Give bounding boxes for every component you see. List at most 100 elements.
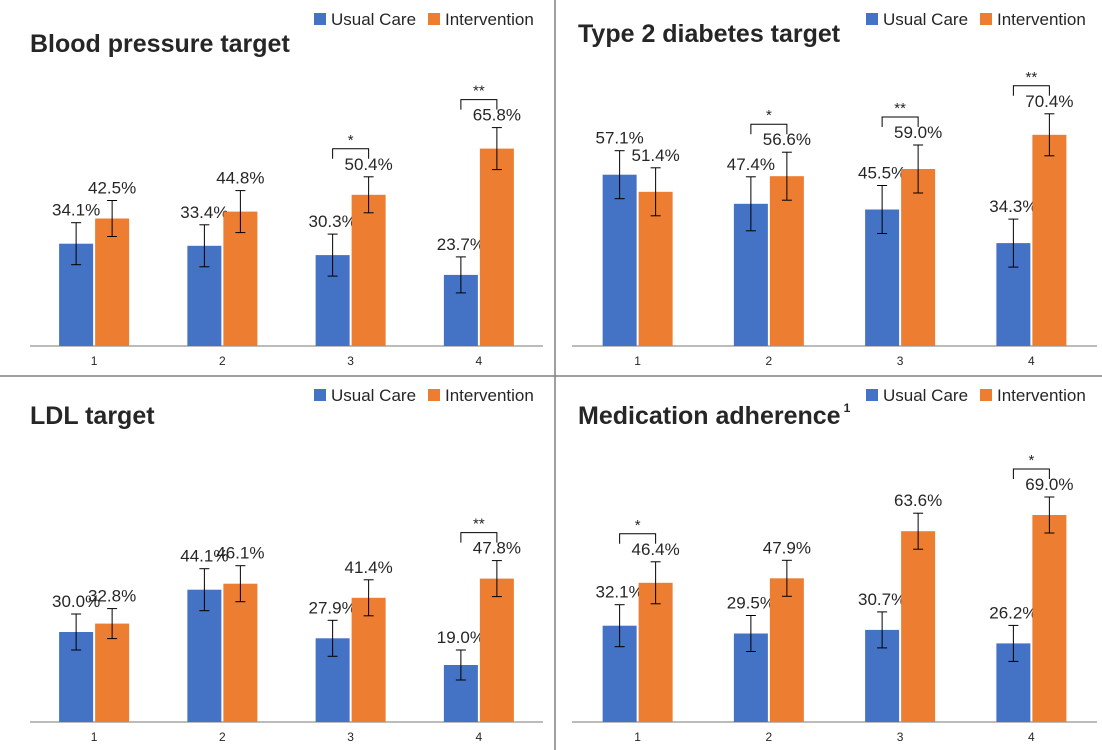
legend: Usual Care Intervention: [866, 386, 1086, 405]
data-label-usual-care: 27.9%: [309, 598, 357, 617]
bar-intervention: [223, 583, 258, 722]
x-tick-label: 2: [766, 354, 773, 368]
bar-intervention: [95, 218, 130, 346]
data-label-intervention: 59.0%: [894, 123, 942, 142]
data-label-intervention: 63.6%: [894, 491, 942, 510]
significance-marker: *: [635, 517, 641, 534]
significance-bracket: [460, 532, 498, 543]
significance-marker: **: [894, 100, 906, 117]
data-label-usual-care: 26.2%: [989, 603, 1037, 622]
bar-intervention: [1032, 134, 1067, 346]
x-tick-label: 4: [476, 730, 483, 744]
bar-intervention: [479, 578, 514, 722]
plot-area: 32.1% 46.4% 1 * 29.5% 47.9% 2 30.7% 63.6% 3 26.2% 6…: [572, 452, 1097, 744]
bar-intervention: [769, 578, 804, 722]
data-label-intervention: 47.8%: [473, 539, 521, 558]
significance-marker: *: [766, 107, 772, 124]
panel-title-text: Medication adherence: [578, 402, 841, 430]
legend: Usual Care Intervention: [314, 386, 534, 405]
data-label-usual-care: 33.4%: [180, 203, 228, 222]
bar-intervention: [351, 194, 386, 346]
data-label-usual-care: 44.1%: [180, 547, 228, 566]
x-tick-label: 1: [634, 354, 641, 368]
bar-intervention: [638, 191, 673, 346]
significance-marker: **: [1026, 69, 1038, 86]
data-label-intervention: 44.8%: [216, 169, 264, 188]
bar-usual-care: [187, 589, 222, 722]
plot-area: 57.1%51.4% 1 47.4% 56.6% 2 * 45.5% 59.0% 3 ** 34.3…: [572, 69, 1097, 368]
legend-label-intervention: Intervention: [445, 386, 534, 405]
legend-label-usual-care: Usual Care: [883, 386, 968, 405]
significance-bracket: [750, 123, 788, 135]
bar-intervention: [769, 176, 804, 346]
data-label-intervention: 70.4%: [1025, 92, 1073, 111]
data-label-usual-care: 34.3%: [989, 197, 1037, 216]
significance-bracket: [1012, 468, 1050, 479]
bar-intervention: [638, 582, 673, 722]
data-label-usual-care: 45.5%: [858, 164, 906, 183]
x-tick-label: 2: [219, 354, 226, 368]
legend-swatch-intervention: [428, 389, 440, 401]
bar-intervention: [901, 531, 936, 722]
legend: Usual Care Intervention: [314, 10, 534, 29]
legend-label-usual-care: Usual Care: [331, 10, 416, 29]
data-label-intervention: 65.8%: [473, 106, 521, 125]
legend-label-intervention: Intervention: [997, 386, 1086, 405]
data-label-usual-care: 29.5%: [727, 594, 775, 613]
panel-title: Medication adherence 1: [578, 401, 851, 430]
legend-label-intervention: Intervention: [445, 10, 534, 29]
plot-area: 30.0%32.8% 1 44.1%46.1% 2 27.9% 41.4% 3 19.0% 47…: [30, 516, 543, 744]
bar-intervention: [1032, 515, 1067, 722]
legend-label-intervention: Intervention: [997, 10, 1086, 29]
significance-marker: *: [348, 132, 354, 149]
significance-bracket: [1012, 85, 1050, 96]
data-label-usual-care: 47.4%: [727, 155, 775, 174]
legend-swatch-usual-care: [866, 13, 878, 25]
panel-medication-adherence: Medication adherence 1 Usual Care Interve…: [572, 386, 1097, 744]
data-label-intervention: 50.4%: [345, 155, 393, 174]
significance-marker: **: [473, 83, 485, 100]
panel-ldl: LDL target Usual Care Intervention 30.0%…: [30, 386, 543, 744]
legend-swatch-intervention: [980, 13, 992, 25]
x-tick-label: 4: [476, 354, 483, 368]
x-tick-label: 3: [897, 354, 904, 368]
data-label-usual-care: 19.0%: [437, 628, 485, 647]
data-label-usual-care: 23.7%: [437, 235, 485, 254]
legend-swatch-intervention: [980, 389, 992, 401]
data-label-usual-care: 30.7%: [858, 590, 906, 609]
x-tick-label: 3: [347, 354, 354, 368]
bar-intervention: [479, 148, 514, 346]
data-label-intervention: 46.4%: [632, 540, 680, 559]
significance-marker: *: [1028, 452, 1034, 469]
legend-swatch-usual-care: [866, 389, 878, 401]
x-tick-label: 4: [1028, 354, 1035, 368]
data-label-usual-care: 30.0%: [52, 592, 100, 611]
legend: Usual Care Intervention: [866, 10, 1086, 29]
data-label-usual-care: 30.3%: [309, 212, 357, 231]
data-label-intervention: 42.5%: [88, 179, 136, 198]
bar-intervention: [351, 597, 386, 722]
data-label-usual-care: 34.1%: [52, 201, 100, 220]
significance-marker: **: [473, 516, 485, 533]
bar-intervention: [95, 623, 130, 722]
x-tick-label: 2: [219, 730, 226, 744]
data-label-intervention: 41.4%: [345, 558, 393, 577]
legend-swatch-intervention: [428, 13, 440, 25]
x-tick-label: 1: [91, 354, 98, 368]
significance-bracket: [881, 116, 919, 127]
x-tick-label: 4: [1028, 730, 1035, 744]
bar-usual-care: [602, 174, 637, 346]
panel-title: LDL target: [30, 402, 155, 430]
legend-label-usual-care: Usual Care: [331, 386, 416, 405]
plot-area: 34.1% 42.5% 1 33.4% 44.8% 2 30.3% 50.4% 3 * 23.7% 6…: [30, 83, 543, 368]
bar-intervention: [901, 169, 936, 346]
data-label-usual-care: 32.1%: [596, 583, 644, 602]
panel-blood-pressure: Blood pressure target Usual Care Interve…: [30, 10, 543, 368]
x-tick-label: 2: [766, 730, 773, 744]
data-label-intervention: 51.4%: [632, 146, 680, 165]
panel-type-2-diabetes: Type 2 diabetes target Usual Care Interv…: [572, 10, 1097, 368]
data-label-intervention: 69.0%: [1025, 475, 1073, 494]
significance-bracket: [619, 533, 657, 544]
significance-bracket: [332, 148, 370, 159]
